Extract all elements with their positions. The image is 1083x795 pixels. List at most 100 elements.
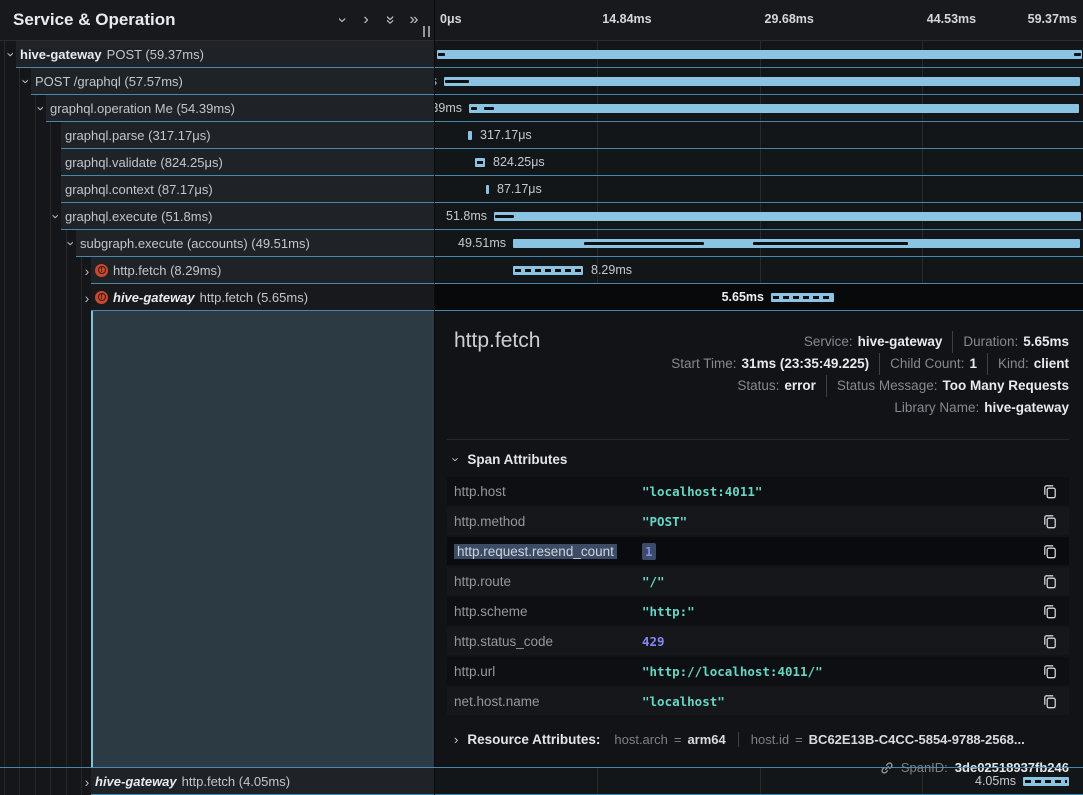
attribute-row[interactable]: http.method "POST" <box>447 507 1069 535</box>
attribute-row[interactable]: http.host "localhost:4011" <box>447 477 1069 505</box>
attribute-value: "POST" <box>642 514 687 529</box>
tree-row[interactable]: › POST /graphql (57.57ms) <box>0 68 434 95</box>
tree-row-content[interactable]: graphql.context (87.17μs) <box>61 176 434 203</box>
timeline-row[interactable]: 57.57ms <box>435 68 1083 95</box>
tree-row[interactable]: › graphql.context (87.17μs) <box>0 176 434 203</box>
tree-row-content[interactable]: hive-gateway http.fetch (4.05ms) <box>91 768 434 795</box>
attribute-key-text: http.url <box>454 663 496 679</box>
attribute-row[interactable]: http.status_code 429 <box>447 627 1069 655</box>
tree-row-content[interactable]: ! http.fetch (8.29ms) <box>91 257 434 284</box>
resource-attribute-pair: host.id = BC62E13B-C4CC-5854-9788-2568... <box>737 731 1025 747</box>
tree-row-content[interactable]: ! hive-gateway http.fetch (5.65ms) <box>91 284 434 311</box>
attribute-row[interactable]: http.url "http://localhost:4011/" <box>447 657 1069 685</box>
span-bar[interactable] <box>513 239 1080 248</box>
tree-row-content[interactable]: graphql.parse (317.17μs) <box>61 122 434 149</box>
timeline-row[interactable]: 59.37ms <box>435 41 1083 68</box>
expand-one-icon[interactable]: › <box>363 11 369 28</box>
span-bar[interactable] <box>475 158 485 167</box>
tree-row[interactable]: › ! http.fetch (8.29ms) <box>0 257 434 284</box>
span-bar[interactable] <box>771 293 834 302</box>
copy-icon[interactable] <box>1041 662 1059 681</box>
expand-all-icon[interactable]: » <box>409 11 419 28</box>
tree-row[interactable]: › ! hive-gateway http.fetch (5.65ms) <box>0 284 434 311</box>
span-bar[interactable] <box>469 104 1079 113</box>
meta-line: Start Time: 31ms (23:35:49.225) Child Coun… <box>671 353 1069 375</box>
copy-icon[interactable] <box>1041 512 1059 531</box>
span-bar[interactable] <box>486 185 489 194</box>
attribute-row[interactable]: net.host.name "localhost" <box>447 687 1069 715</box>
panel-resize-handle[interactable] <box>423 26 430 37</box>
attribute-value: "localhost:4011" <box>642 484 762 499</box>
resource-value: BC62E13B-C4CC-5854-9788-2568... <box>808 731 1025 747</box>
span-bar[interactable] <box>437 50 1082 59</box>
timeline-row[interactable]: 87.17μs <box>435 176 1083 203</box>
timeline-row[interactable]: 49.51ms <box>435 230 1083 257</box>
timeline-row[interactable]: 51.8ms <box>435 203 1083 230</box>
expand-chevron-icon[interactable]: › <box>84 262 90 279</box>
timeline-row[interactable]: 317.17μs <box>435 122 1083 149</box>
timeline-row[interactable]: 824.25μs <box>435 149 1083 176</box>
detail-meta-pair: Status: error <box>737 375 816 397</box>
span-duration-label: 8.29ms <box>591 263 632 277</box>
tree-row-content[interactable]: graphql.validate (824.25μs) <box>61 149 434 176</box>
span-operation-label: http.fetch (8.29ms) <box>113 262 222 278</box>
copy-icon[interactable] <box>1041 632 1059 651</box>
attribute-row[interactable]: http.scheme "http:" <box>447 597 1069 625</box>
collapse-one-icon[interactable]: › <box>334 17 351 23</box>
attribute-key: http.status_code <box>454 634 642 649</box>
tree-row[interactable]: › graphql.operation Me (54.39ms) <box>0 95 434 122</box>
span-meta: Service: hive-gateway Duration: 5.65ms Start… <box>671 331 1069 419</box>
resource-key: host.arch <box>614 731 668 747</box>
copy-icon[interactable] <box>1041 572 1059 591</box>
attribute-value: "/" <box>642 574 665 589</box>
tree-row-content[interactable]: graphql.execute (51.8ms) <box>61 203 434 230</box>
expand-chevron-icon[interactable]: › <box>34 106 50 111</box>
span-bar[interactable] <box>513 266 583 275</box>
expand-chevron-icon[interactable]: › <box>64 241 80 246</box>
tree-row[interactable]: › graphql.validate (824.25μs) <box>0 149 434 176</box>
tree-row-content[interactable]: subgraph.execute (accounts) (49.51ms) <box>76 230 434 257</box>
span-duration-label: 87.17μs <box>497 182 542 196</box>
service-operation-panel: Service & Operation › › » » › hive-gatew… <box>0 0 434 795</box>
expand-chevron-icon[interactable]: › <box>19 79 35 84</box>
tree-row[interactable]: › graphql.parse (317.17μs) <box>0 122 434 149</box>
copy-icon[interactable] <box>1041 542 1059 561</box>
span-bar[interactable] <box>444 77 1080 86</box>
span-bar[interactable] <box>1023 777 1069 786</box>
attribute-value-text: "http://localhost:4011/" <box>642 663 823 679</box>
span-bar[interactable] <box>468 131 472 140</box>
copy-icon[interactable] <box>1041 692 1059 711</box>
tree-row-content[interactable]: hive-gateway POST (59.37ms) <box>16 41 434 68</box>
left-panel-header: Service & Operation › › » » <box>0 0 434 41</box>
tree-row[interactable]: › subgraph.execute (accounts) (49.51ms) <box>0 230 434 257</box>
attribute-key: http.route <box>454 574 642 589</box>
copy-icon[interactable] <box>1041 602 1059 621</box>
timeline-header: 0μs 14.84ms 29.68ms 44.53ms 59.37ms <box>435 0 1083 41</box>
tree-row[interactable]: › hive-gateway http.fetch (4.05ms) <box>0 768 434 795</box>
copy-icon[interactable] <box>1041 482 1059 501</box>
resource-attributes-row[interactable]: › Resource Attributes: host.arch = arm64 ho… <box>447 727 1069 751</box>
attribute-row[interactable]: http.route "/" <box>447 567 1069 595</box>
meta-label: Kind: <box>997 356 1029 371</box>
span-attributes-header[interactable]: › Span Attributes <box>447 439 1069 467</box>
attribute-key-text: http.route <box>454 573 512 589</box>
expand-chevron-icon[interactable]: › <box>49 214 65 219</box>
attribute-value-text: 429 <box>642 633 665 649</box>
tree-row-content[interactable]: POST /graphql (57.57ms) <box>31 68 434 95</box>
tree-row[interactable]: › graphql.execute (51.8ms) <box>0 203 434 230</box>
expand-chevron-icon[interactable]: › <box>84 773 90 790</box>
tree-row[interactable]: › hive-gateway POST (59.37ms) <box>0 41 434 68</box>
timeline-row[interactable]: 54.39ms <box>435 95 1083 122</box>
attribute-value-text: "/" <box>642 573 665 589</box>
timeline-row[interactable]: 5.65ms <box>435 284 1083 311</box>
expand-chevron-icon[interactable]: › <box>4 52 20 57</box>
collapse-all-icon[interactable]: » <box>382 15 399 25</box>
attribute-row[interactable]: http.request.resend_count 1 <box>447 537 1069 565</box>
span-bar[interactable] <box>494 212 1081 221</box>
timeline-row[interactable]: 8.29ms <box>435 257 1083 284</box>
resource-attribute-pair: host.arch = arm64 <box>614 732 725 747</box>
span-duration-label: 4.05ms <box>975 774 1016 788</box>
exclamation-glyph: ! <box>97 266 106 274</box>
tree-row-content[interactable]: graphql.operation Me (54.39ms) <box>46 95 434 122</box>
expand-chevron-icon[interactable]: › <box>84 289 90 306</box>
